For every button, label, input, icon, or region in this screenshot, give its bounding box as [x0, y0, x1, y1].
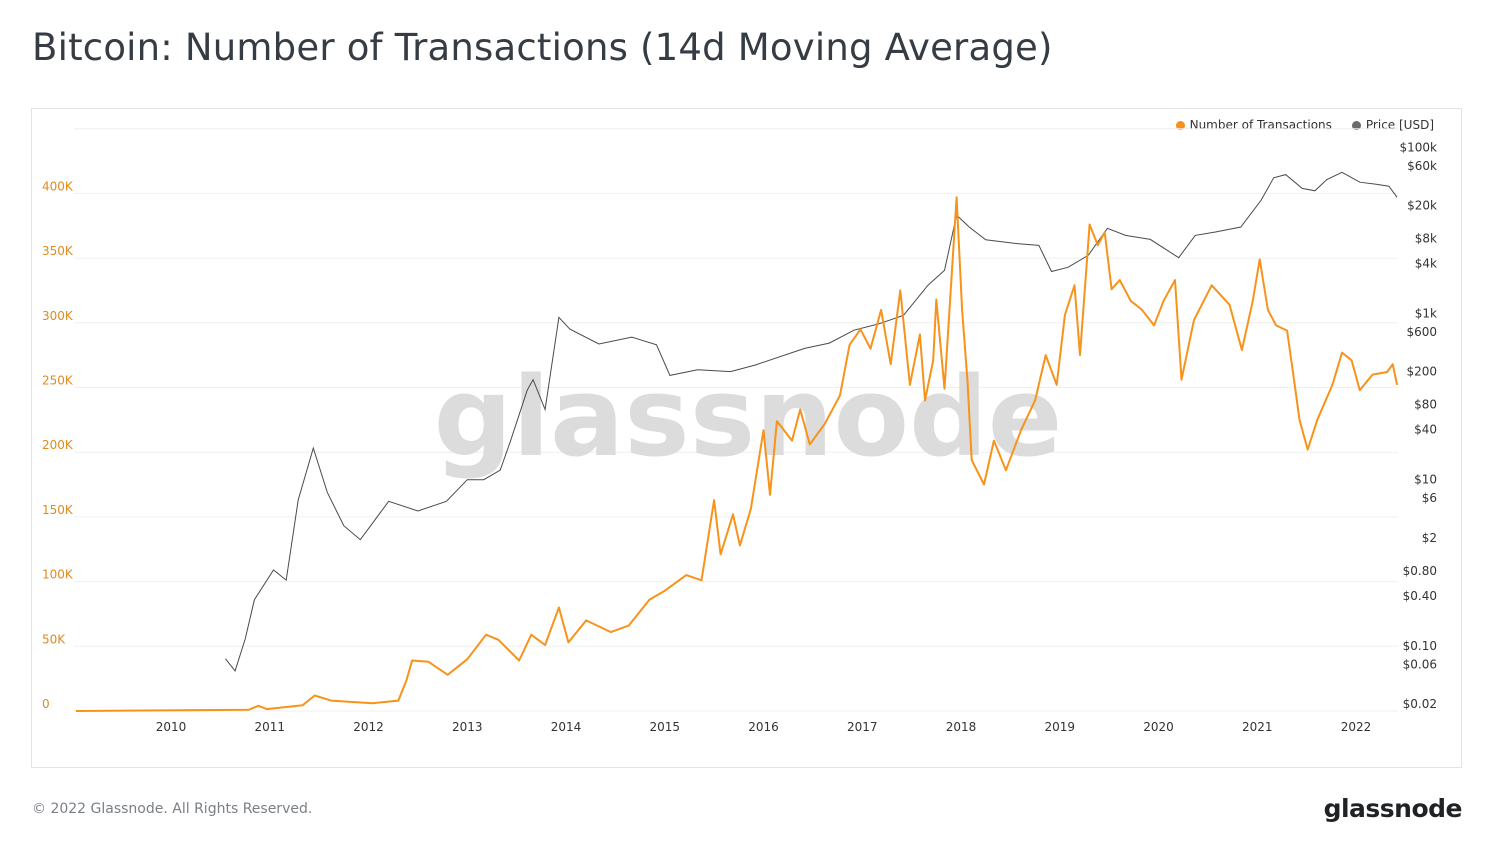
left-tick-label: 50K	[42, 632, 66, 646]
right-tick-label: $2	[1422, 531, 1437, 545]
left-tick-label: 400K	[42, 179, 74, 193]
watermark: glassnode	[434, 353, 1063, 481]
transactions-line	[75, 196, 1399, 712]
left-tick-label: 250K	[42, 374, 74, 388]
left-tick-label: 150K	[42, 503, 74, 517]
right-tick-label: $40	[1414, 423, 1437, 437]
x-tick-label: 2011	[254, 720, 285, 734]
x-tick-label: 2021	[1242, 720, 1273, 734]
right-tick-label: $8k	[1415, 231, 1437, 245]
chart-title: Bitcoin: Number of Transactions (14d Mov…	[32, 26, 1053, 69]
x-tick-label: 2010	[156, 720, 187, 734]
left-tick-label: 350K	[42, 244, 74, 258]
left-tick-label: 200K	[42, 438, 74, 452]
right-tick-label: $60k	[1407, 159, 1437, 173]
copyright: © 2022 Glassnode. All Rights Reserved.	[32, 801, 313, 817]
x-tick-label: 2015	[649, 720, 680, 734]
right-tick-label: $0.02	[1403, 697, 1437, 711]
right-tick-label: $0.80	[1403, 564, 1437, 578]
x-tick-label: 2016	[748, 720, 779, 734]
x-tick-label: 2022	[1341, 720, 1372, 734]
left-tick-label: 300K	[42, 309, 74, 323]
left-tick-label: 0	[42, 697, 50, 711]
right-tick-label: $20k	[1407, 198, 1437, 212]
right-tick-label: $6	[1422, 491, 1437, 505]
right-tick-label: $100k	[1400, 140, 1438, 154]
glassnode-logo: glassnode	[1323, 794, 1463, 823]
right-tick-label: $10	[1414, 473, 1437, 487]
x-tick-label: 2019	[1044, 720, 1075, 734]
right-tick-label: $0.10	[1403, 639, 1437, 653]
x-tick-label: 2014	[551, 720, 582, 734]
right-tick-label: $80	[1414, 398, 1437, 412]
right-tick-label: $600	[1406, 325, 1437, 339]
x-tick-label: 2013	[452, 720, 483, 734]
orange-dot-icon	[1175, 121, 1185, 130]
right-tick-label: $0.40	[1403, 589, 1437, 603]
x-tick-label: 2012	[353, 720, 384, 734]
chart-panel	[31, 108, 1462, 768]
x-tick-label: 2020	[1143, 720, 1174, 734]
left-tick-label: 100K	[42, 568, 74, 582]
right-tick-label: $4k	[1415, 256, 1437, 270]
right-tick-label: $200	[1406, 365, 1437, 379]
gray-dot-icon	[1351, 121, 1361, 130]
right-tick-label: $0.06	[1403, 657, 1437, 671]
price-line	[225, 171, 1398, 672]
right-tick-label: $1k	[1415, 307, 1437, 321]
x-tick-label: 2018	[946, 720, 977, 734]
x-tick-label: 2017	[847, 720, 878, 734]
